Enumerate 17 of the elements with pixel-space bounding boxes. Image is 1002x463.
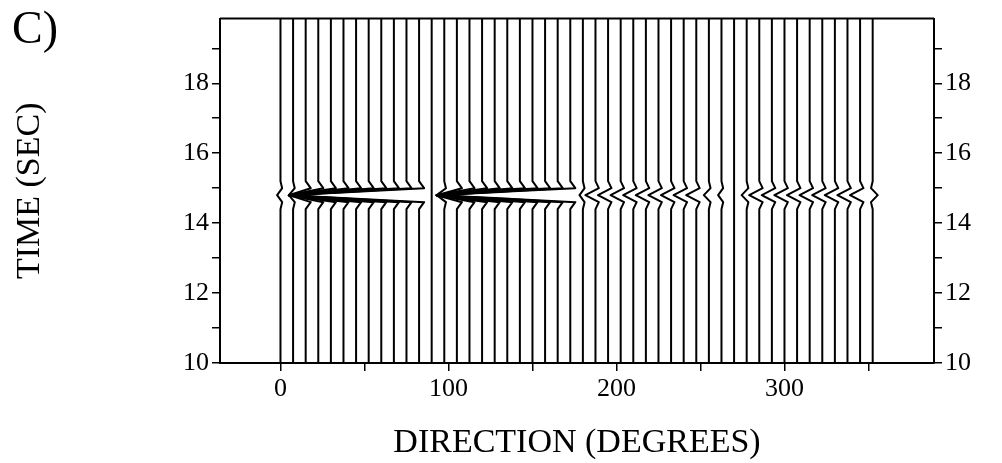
y-tick-label: 18 — [183, 67, 209, 97]
x-axis-title: DIRECTION (DEGREES) — [393, 421, 761, 460]
y2-tick-label: 10 — [945, 346, 971, 376]
y-tick-label: 14 — [183, 206, 209, 236]
text: C) — [12, 2, 58, 54]
x-tick-label: 200 — [596, 373, 636, 403]
y2-tick-label: 18 — [945, 67, 971, 97]
x-tick-label: 0 — [273, 373, 287, 403]
x-tick-label: 300 — [764, 373, 804, 403]
y-tick-label: 10 — [183, 346, 209, 376]
y-tick-label: 16 — [183, 137, 209, 167]
y-axis-title: TIME (SEC) — [9, 102, 48, 280]
y2-tick-label: 16 — [945, 137, 971, 167]
y-tick-label: 12 — [183, 276, 209, 306]
y2-tick-label: 12 — [945, 276, 971, 306]
x-tick-label: 100 — [428, 373, 468, 403]
y2-tick-label: 14 — [945, 206, 971, 236]
